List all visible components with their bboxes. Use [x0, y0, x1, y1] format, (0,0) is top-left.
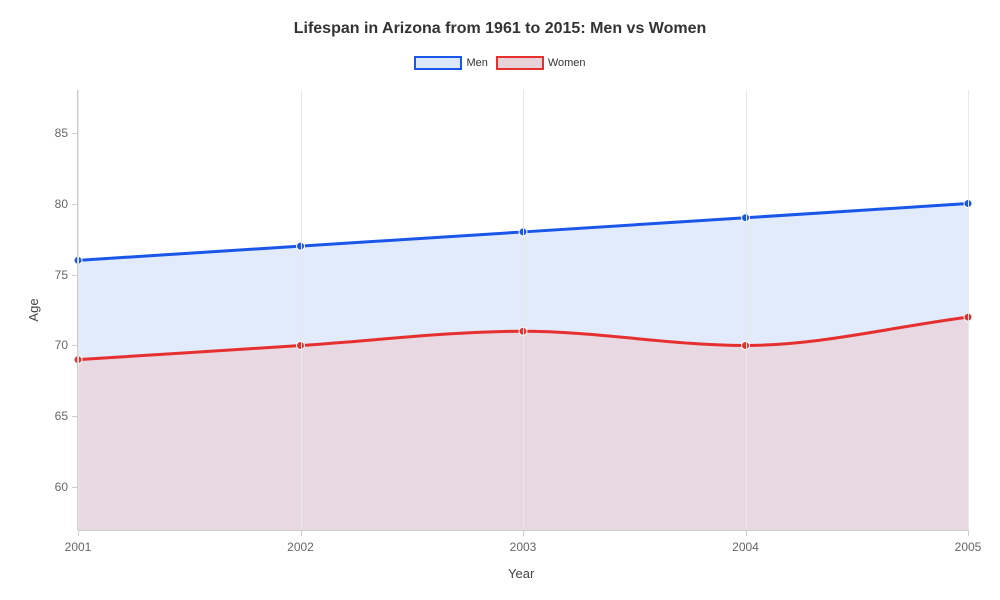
- grid-line: [301, 90, 302, 530]
- x-tick-label: 2002: [287, 540, 314, 554]
- y-tick: [72, 345, 78, 346]
- x-tick-label: 2004: [732, 540, 759, 554]
- y-tick-label: 60: [38, 480, 68, 494]
- grid-line: [968, 90, 969, 530]
- x-tick-label: 2003: [510, 540, 537, 554]
- legend-item-men[interactable]: Men: [414, 56, 487, 70]
- y-tick-label: 75: [38, 268, 68, 282]
- y-tick: [72, 487, 78, 488]
- y-tick-label: 85: [38, 126, 68, 140]
- legend-label: Women: [548, 57, 586, 69]
- y-axis-line: [77, 90, 78, 530]
- x-tick-label: 2001: [65, 540, 92, 554]
- x-tick: [968, 530, 969, 536]
- x-tick: [301, 530, 302, 536]
- legend-item-women[interactable]: Women: [496, 56, 586, 70]
- plot-area: 60657075808520012002200320042005: [78, 90, 968, 530]
- x-tick: [523, 530, 524, 536]
- y-tick: [72, 133, 78, 134]
- chart-title: Lifespan in Arizona from 1961 to 2015: M…: [0, 20, 1000, 38]
- legend-label: Men: [466, 57, 487, 69]
- chart-container: Lifespan in Arizona from 1961 to 2015: M…: [0, 0, 1000, 600]
- y-tick-label: 80: [38, 197, 68, 211]
- grid-line: [78, 90, 79, 530]
- y-tick-label: 70: [38, 338, 68, 352]
- y-axis-title: Age: [26, 298, 41, 321]
- legend-swatch: [414, 56, 462, 70]
- x-axis-title: Year: [508, 566, 534, 581]
- y-tick: [72, 275, 78, 276]
- y-tick: [72, 204, 78, 205]
- legend-swatch: [496, 56, 544, 70]
- legend: Men Women: [0, 56, 1000, 70]
- grid-line: [523, 90, 524, 530]
- x-tick: [78, 530, 79, 536]
- grid-line: [746, 90, 747, 530]
- y-tick: [72, 416, 78, 417]
- x-tick-label: 2005: [955, 540, 982, 554]
- x-tick: [746, 530, 747, 536]
- y-tick-label: 65: [38, 409, 68, 423]
